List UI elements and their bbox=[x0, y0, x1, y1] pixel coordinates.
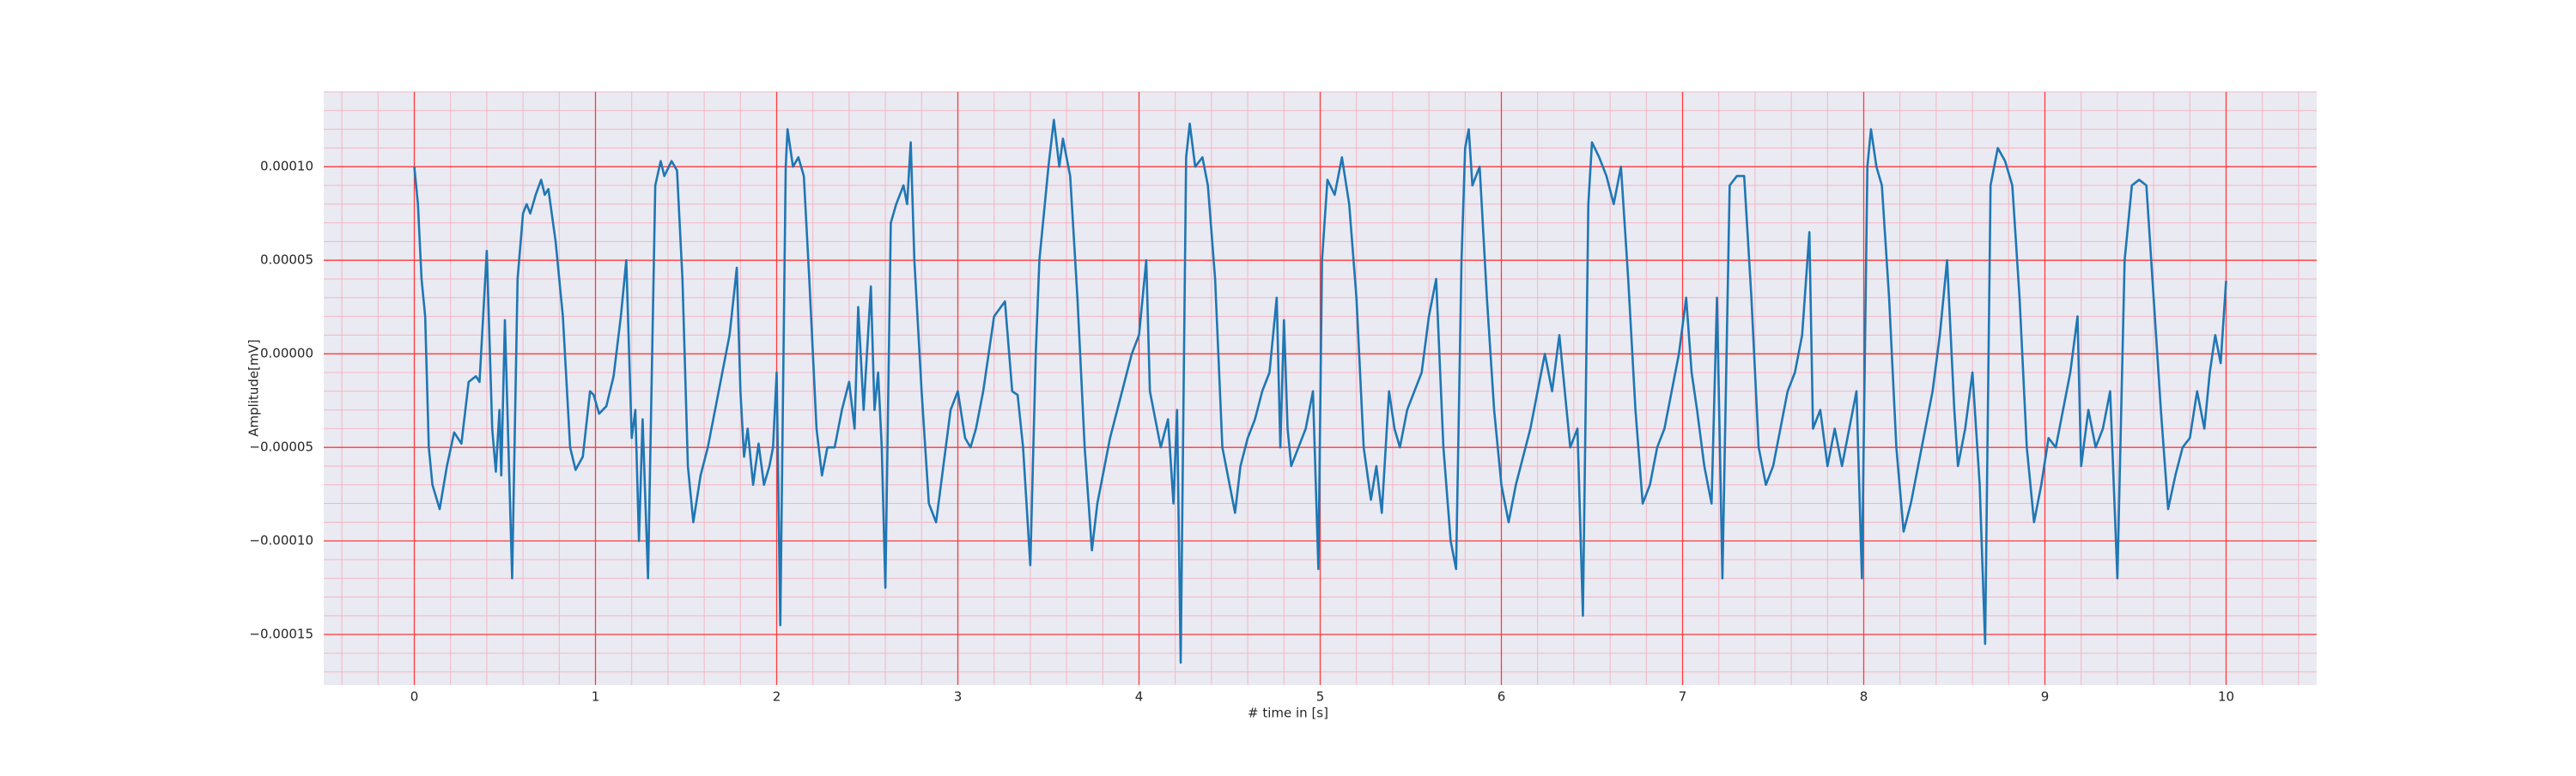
x-tick-label: 10 bbox=[2218, 689, 2234, 705]
x-tick-label: 1 bbox=[592, 689, 600, 705]
y-tick-label: 0.00010 bbox=[260, 159, 313, 174]
y-tick-label: 0.00000 bbox=[260, 346, 313, 361]
x-tick-label: 3 bbox=[954, 689, 963, 705]
x-tick-label: 8 bbox=[1860, 689, 1868, 705]
x-tick-label: 2 bbox=[773, 689, 781, 705]
x-tick-label: 0 bbox=[410, 689, 419, 705]
x-tick-label: 7 bbox=[1679, 689, 1687, 705]
x-axis-label: # time in [s] bbox=[1248, 706, 1328, 721]
x-tick-label: 6 bbox=[1498, 689, 1506, 705]
x-tick-label: 9 bbox=[2041, 689, 2050, 705]
x-tick-label: 5 bbox=[1316, 689, 1325, 705]
y-tick-label: −0.00015 bbox=[249, 627, 313, 642]
y-axis-label: Amplitude[mV] bbox=[246, 339, 262, 436]
x-tick-label: 4 bbox=[1135, 689, 1144, 705]
y-tick-label: −0.00010 bbox=[249, 533, 313, 549]
y-tick-label: 0.00005 bbox=[260, 252, 313, 268]
signal-line bbox=[413, 118, 2227, 664]
y-tick-label: −0.00005 bbox=[249, 440, 313, 455]
